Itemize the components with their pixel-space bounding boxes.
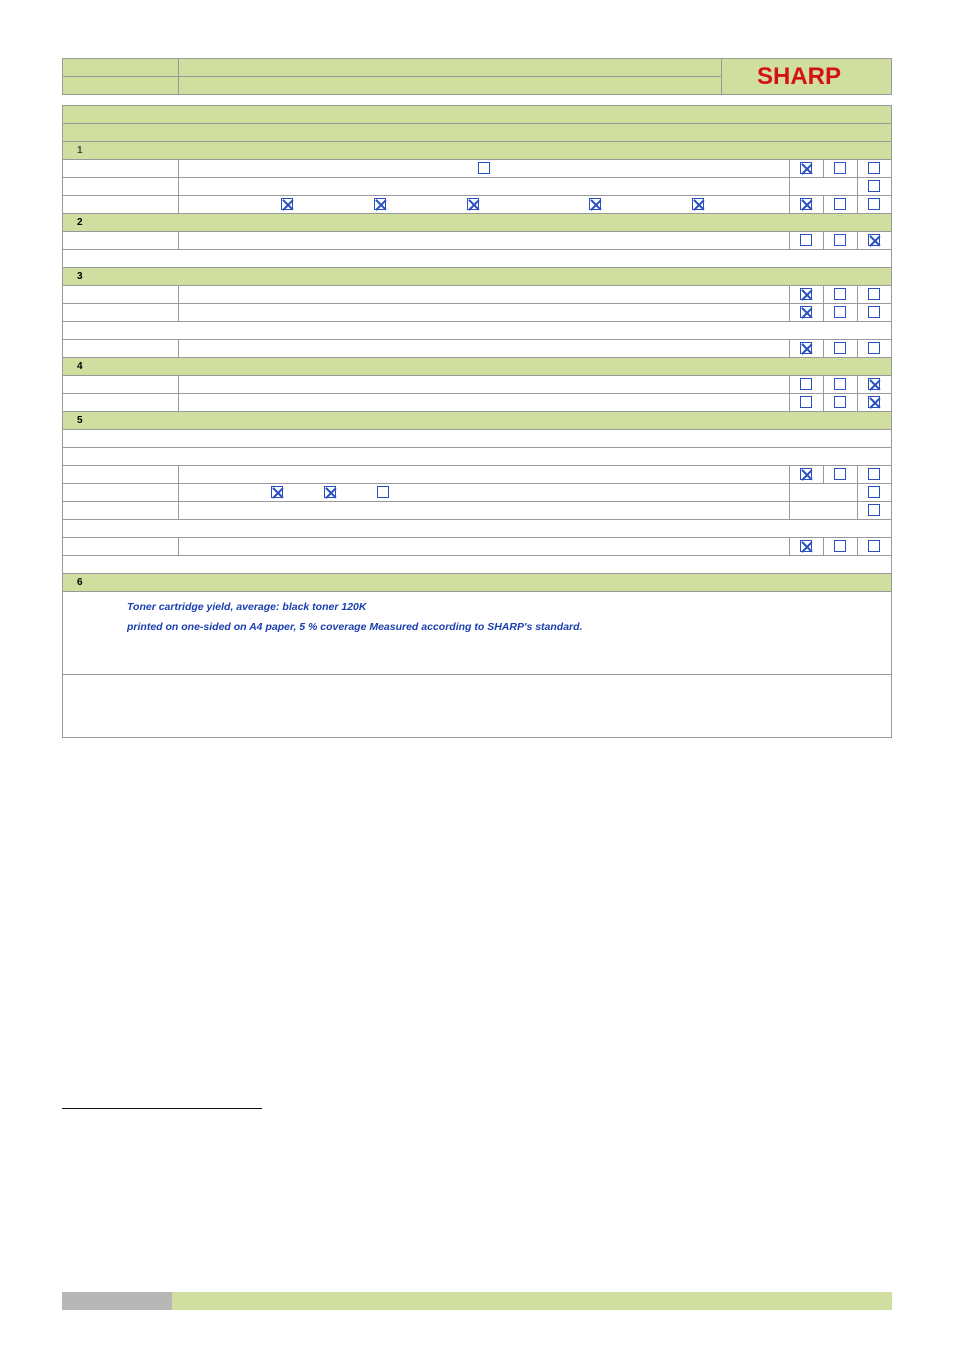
- row9-no[interactable]: [834, 396, 846, 408]
- note-area: Toner cartridge yield, average: black to…: [62, 592, 892, 738]
- row-5: [63, 286, 892, 304]
- section-bar-top-2: [63, 124, 892, 142]
- row-12: [63, 502, 892, 520]
- hdr-mid: [179, 59, 722, 77]
- row8-na[interactable]: [868, 378, 880, 390]
- footnote-rule: [62, 1108, 262, 1109]
- row1-no[interactable]: [834, 162, 846, 174]
- footer-bar: [62, 1292, 892, 1310]
- row7-yes[interactable]: [800, 342, 812, 354]
- row-1: [63, 160, 892, 178]
- section-6: 6: [63, 574, 892, 592]
- row8-no[interactable]: [834, 378, 846, 390]
- hdr-left-2: [63, 77, 179, 95]
- row5-no[interactable]: [834, 288, 846, 300]
- row6-yes[interactable]: [800, 306, 812, 318]
- row4-na[interactable]: [868, 234, 880, 246]
- body-table: 1: [62, 105, 892, 592]
- row3-na[interactable]: [868, 198, 880, 210]
- brand-cell: SHARP: [722, 59, 892, 95]
- note-line-1: Toner cartridge yield, average: black to…: [71, 598, 883, 618]
- row-2: [63, 178, 892, 196]
- row3-yes[interactable]: [800, 198, 812, 210]
- row-10: [63, 466, 892, 484]
- row3-c2[interactable]: [374, 198, 386, 210]
- row8-yes[interactable]: [800, 378, 812, 390]
- section-3: 3: [63, 268, 892, 286]
- row4-no[interactable]: [834, 234, 846, 246]
- footer-right: [172, 1292, 892, 1310]
- row1-na[interactable]: [868, 162, 880, 174]
- row3-c1[interactable]: [281, 198, 293, 210]
- row7-no[interactable]: [834, 342, 846, 354]
- row13-no[interactable]: [834, 540, 846, 552]
- row6-no[interactable]: [834, 306, 846, 318]
- row4-yes[interactable]: [800, 234, 812, 246]
- row11-na[interactable]: [868, 486, 880, 498]
- row3-no[interactable]: [834, 198, 846, 210]
- row-8: [63, 376, 892, 394]
- row6-na[interactable]: [868, 306, 880, 318]
- row9-na[interactable]: [868, 396, 880, 408]
- header-table: SHARP: [62, 58, 892, 95]
- row-7: [63, 340, 892, 358]
- sharp-logo: SHARP: [757, 64, 887, 90]
- row13-yes[interactable]: [800, 540, 812, 552]
- row5-na[interactable]: [868, 288, 880, 300]
- row3-c4[interactable]: [589, 198, 601, 210]
- row2-na[interactable]: [868, 180, 880, 192]
- row1-yes[interactable]: [800, 162, 812, 174]
- row12-na[interactable]: [868, 504, 880, 516]
- row11-c3[interactable]: [377, 486, 389, 498]
- row10-no[interactable]: [834, 468, 846, 480]
- svg-text:SHARP: SHARP: [757, 64, 841, 90]
- footer-left: [62, 1292, 172, 1310]
- row-9: [63, 394, 892, 412]
- row3-c5[interactable]: [692, 198, 704, 210]
- row-6: [63, 304, 892, 322]
- row5-yes[interactable]: [800, 288, 812, 300]
- check-mid[interactable]: [478, 162, 490, 174]
- row11-c1[interactable]: [271, 486, 283, 498]
- page: SHARP 1: [0, 0, 954, 1350]
- row13-na[interactable]: [868, 540, 880, 552]
- section-5: 5: [63, 412, 892, 430]
- section-bar-top: [63, 106, 892, 124]
- section-2: 2: [63, 214, 892, 232]
- hdr-mid-2: [179, 77, 722, 95]
- row-4: [63, 232, 892, 250]
- section-1: 1: [63, 142, 892, 160]
- section-4: 4: [63, 358, 892, 376]
- row-13: [63, 538, 892, 556]
- row10-yes[interactable]: [800, 468, 812, 480]
- note-line-2: printed on one-sided on A4 paper, 5 % co…: [71, 618, 883, 638]
- row-3: [63, 196, 892, 214]
- row10-na[interactable]: [868, 468, 880, 480]
- hdr-left: [63, 59, 179, 77]
- row7-na[interactable]: [868, 342, 880, 354]
- row3-c3[interactable]: [467, 198, 479, 210]
- row9-yes[interactable]: [800, 396, 812, 408]
- row11-c2[interactable]: [324, 486, 336, 498]
- row-11: [63, 484, 892, 502]
